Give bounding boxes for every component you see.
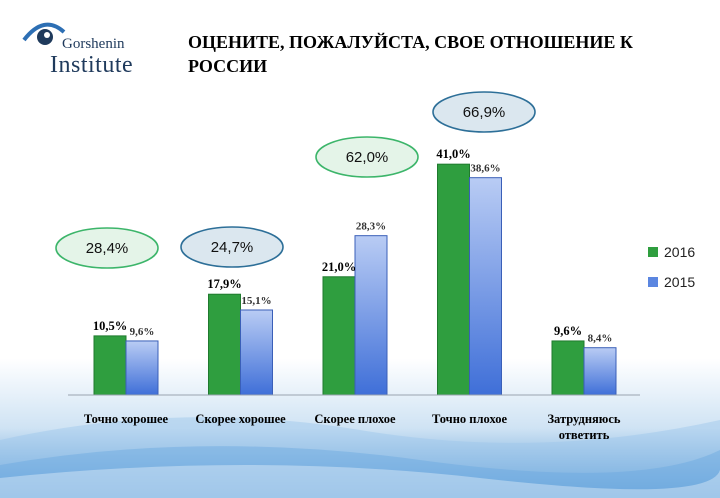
legend-label-2015: 2015 <box>664 274 695 290</box>
data-label-2016-3: 41,0% <box>436 147 470 161</box>
legend-label-2016: 2016 <box>664 244 695 260</box>
annotation-text-3: 66,9% <box>463 104 506 121</box>
data-label-2015-3: 38,6% <box>470 163 500 175</box>
category-label-0: Точно хорошее <box>84 412 169 426</box>
legend-swatch-2016 <box>648 247 658 257</box>
category-label-4: Затрудняюсь ответить <box>547 412 620 442</box>
page-title: ОЦЕНИТЕ, ПОЖАЛУЙСТА, СВОЕ ОТНОШЕНИЕ К РО… <box>188 32 633 76</box>
gorshenin-logo: Gorshenin Institute <box>22 18 172 82</box>
bar-2015-0 <box>125 340 159 396</box>
data-label-2016-0: 10,5% <box>93 319 127 333</box>
logo-sub: Institute <box>50 52 134 78</box>
logo-name: Gorshenin <box>62 36 125 52</box>
category-label-3: Точно плохое <box>432 412 508 426</box>
data-label-2015-2: 28,3% <box>356 221 386 233</box>
annotation-bubble-2 <box>315 136 419 178</box>
data-label-2016-1: 17,9% <box>207 277 241 291</box>
bar-2016-0 <box>93 335 127 396</box>
annotation-text-2: 62,0% <box>346 149 389 166</box>
data-label-2016-2: 21,0% <box>322 260 356 274</box>
category-label-2: Скорее плохое <box>314 412 396 426</box>
bar-2015-4 <box>583 347 617 396</box>
bar-2015-3 <box>469 177 502 396</box>
annotation-bubble-0 <box>55 227 159 269</box>
legend-swatch-2015 <box>648 277 658 287</box>
bar-2016-3 <box>437 163 470 396</box>
bar-2015-2 <box>354 235 388 396</box>
data-label-2016-4: 9,6% <box>554 324 582 338</box>
eye-logo-icon <box>22 22 66 45</box>
bar-2016-4 <box>551 340 585 396</box>
category-label-1: Скорее хорошее <box>195 412 286 426</box>
annotation-text-0: 28,4% <box>86 240 129 257</box>
bar-2015-1 <box>240 309 273 396</box>
bar-2016-1 <box>208 293 241 396</box>
annotation-bubble-3 <box>432 91 536 133</box>
data-label-2015-1: 15,1% <box>241 295 271 307</box>
annotation-bubble-1 <box>180 226 284 268</box>
data-label-2015-0: 9,6% <box>130 326 155 338</box>
annotation-text-1: 24,7% <box>211 239 254 256</box>
bar-2016-2 <box>322 276 356 396</box>
data-label-2015-4: 8,4% <box>588 333 613 345</box>
